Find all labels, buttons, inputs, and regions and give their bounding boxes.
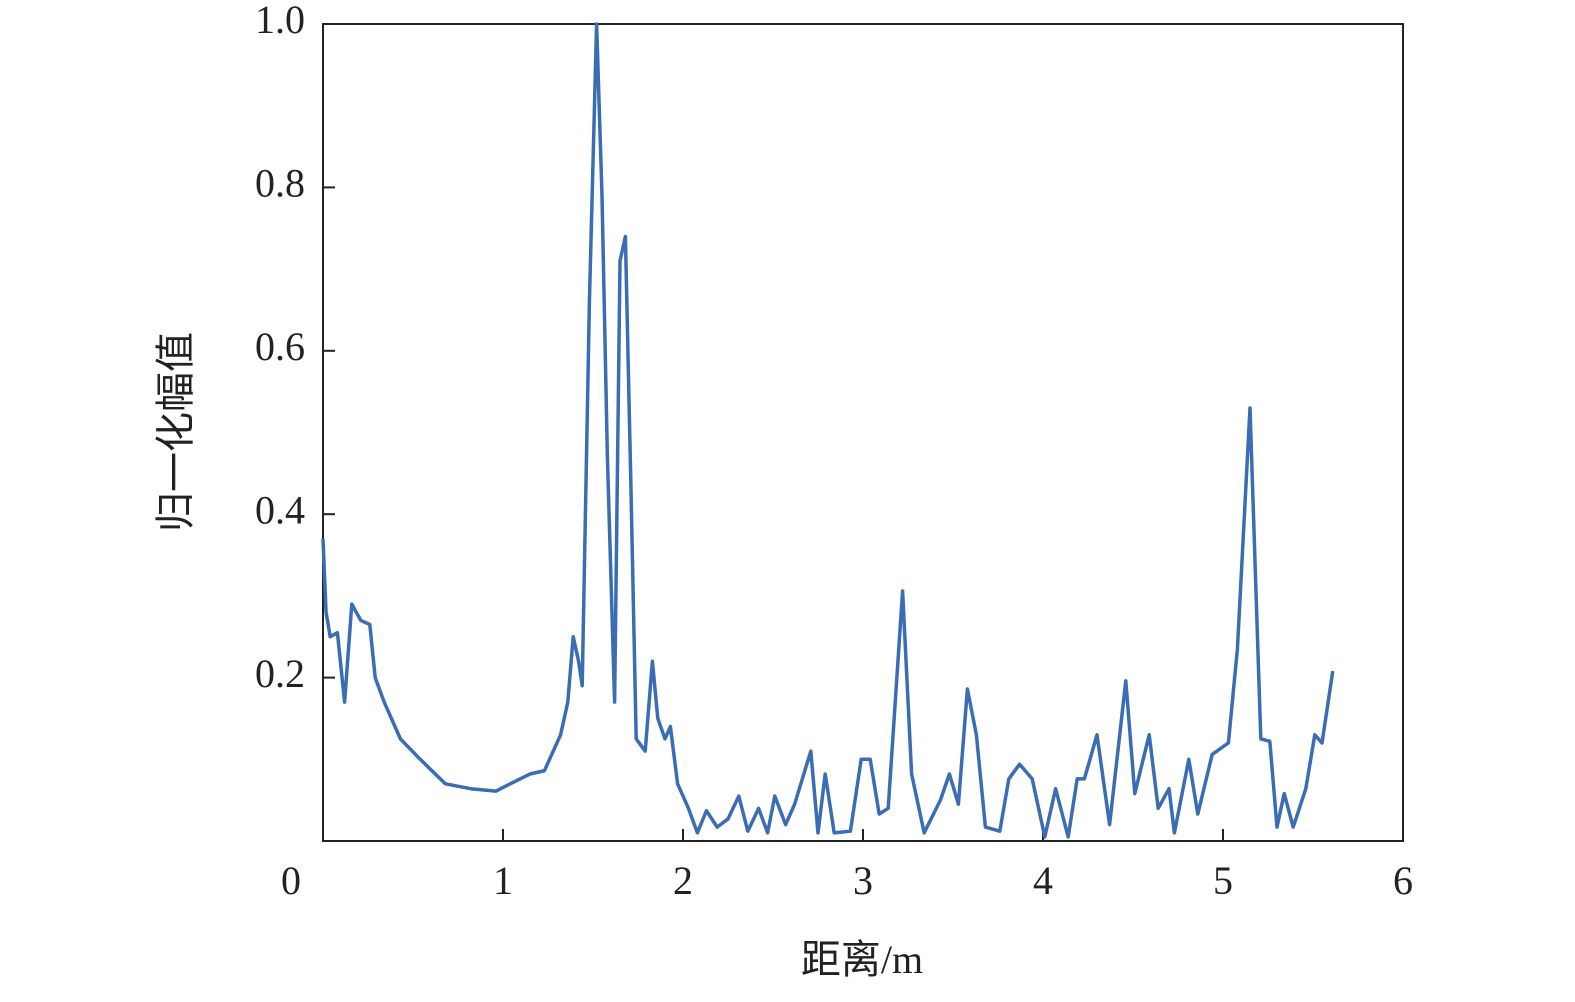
data-line [321, 22, 1335, 839]
y-tick-label: 1.0 [255, 0, 305, 42]
x-tick-label: 1 [493, 858, 513, 903]
plot-frame [322, 23, 1404, 842]
x-axis-label: 距离/m [801, 937, 923, 982]
x-tick-label: 5 [1213, 858, 1233, 903]
x-tick-label: 0 [281, 858, 301, 903]
y-tick-label: 0.4 [255, 487, 305, 532]
y-tick-label: 0.8 [255, 161, 305, 206]
x-tick-label: 2 [673, 858, 693, 903]
x-tick-label: 4 [1033, 858, 1053, 903]
y-tick-label: 0.2 [255, 651, 305, 696]
y-axis-label: 归一化幅值 [153, 332, 198, 532]
x-tick-label: 3 [853, 858, 873, 903]
y-tick-label: 0.6 [255, 324, 305, 369]
x-tick-label: 6 [1393, 858, 1413, 903]
